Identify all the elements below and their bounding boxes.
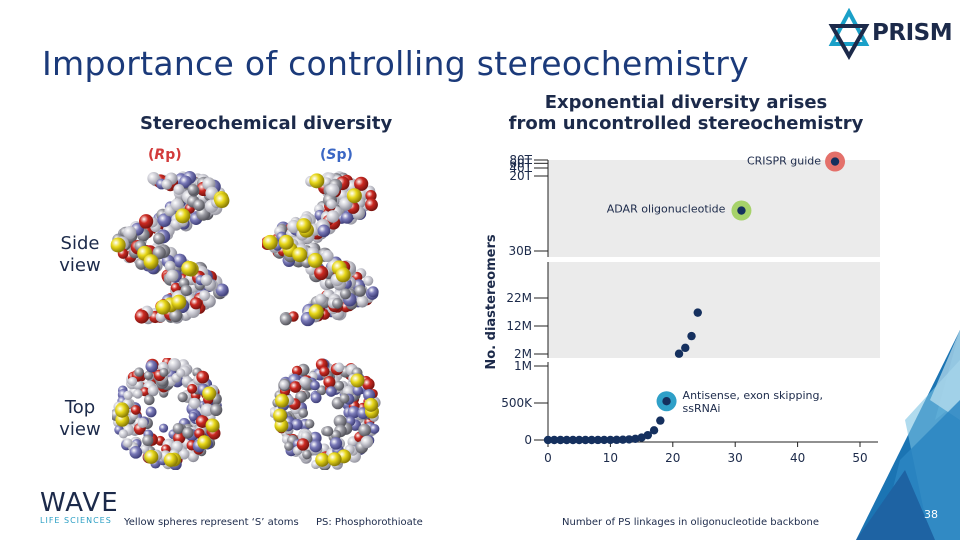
chart-xlabel: Number of PS linkages in oligonucleotide…: [562, 517, 820, 528]
chart-point: [693, 308, 702, 317]
chart-annotation-antisense: Antisense, exon skipping,: [683, 389, 823, 402]
chart-x-tick-label: 20: [665, 451, 680, 465]
top-view-label: Top view: [59, 397, 101, 440]
chart-point: [606, 435, 615, 445]
chart-y-tick-label: 40T: [509, 161, 532, 175]
chart-y-tick-label: 2M: [514, 347, 532, 361]
chart-point: [556, 435, 565, 445]
chart-point: [662, 397, 671, 406]
chart-y-tick-label: 0: [524, 433, 532, 447]
chart-point: [543, 435, 553, 445]
page-number: 38: [924, 508, 938, 521]
chart-point: [568, 435, 578, 445]
chart-panel-middle-background: [548, 262, 880, 358]
chart-y-tick-label: 80T: [509, 153, 532, 167]
left-panel-heading: Stereochemical diversity: [140, 113, 393, 134]
rp-top-view-molecule: [112, 358, 223, 470]
rp-side-view-molecule: [110, 170, 230, 325]
wave-logo-subtext: LIFE SCIENCES: [40, 516, 112, 525]
sp-top-view-molecule: [270, 358, 381, 470]
spheres-footnote: Yellow spheres represent ‘S’ atoms: [124, 517, 299, 528]
sp-label: (Sp): [320, 147, 353, 163]
prism-star-icon: [828, 8, 870, 60]
chart-point: [612, 435, 621, 445]
chart-y-tick-label: 500K: [501, 396, 533, 410]
chart-x-tick-label: 0: [544, 451, 552, 465]
chart-point: [830, 157, 840, 166]
chart-annotation-crispr: CRISPR guide: [747, 155, 821, 168]
chart-y-tick-label: 22M: [506, 291, 532, 305]
chart-y-tick-label: 20T: [509, 169, 532, 183]
chart-title: Exponential diversity arises from uncont…: [486, 92, 886, 134]
rp-label: (Rp): [148, 147, 182, 163]
chart-title-line-2: from uncontrolled stereochemistry: [508, 113, 864, 134]
chart-point: [631, 434, 640, 443]
chart-annotation-adar: ADAR oligonucleotide: [607, 203, 726, 216]
chart-point: [643, 430, 653, 440]
chart-panel-top-background: [548, 160, 880, 257]
chart-point: [674, 349, 684, 358]
chart-point: [587, 435, 596, 445]
chart-x-tick-label: 40: [790, 451, 805, 465]
slide-title: Importance of controlling stereochemistr…: [42, 44, 749, 83]
chart-ylabel: No. diastereomers: [484, 234, 499, 370]
chart-point: [681, 343, 690, 353]
sp-side-view-molecule: [262, 171, 379, 327]
chart-point: [599, 435, 609, 445]
chart-y-tick-label: 1M: [514, 359, 532, 373]
chart-panel-bottom-background: [548, 362, 880, 442]
chart-point: [737, 206, 746, 215]
prism-logo: PRISM: [826, 8, 953, 60]
ps-footnote: PS: Phosphorothioate: [316, 517, 423, 528]
chart-point: [575, 435, 584, 445]
wave-logo-text: WAVE: [40, 488, 119, 518]
chart-annotation-antisense-line-2: ssRNAi: [683, 402, 721, 415]
chart-point: [624, 435, 634, 444]
side-view-label: Side view: [59, 233, 101, 276]
chart-y-tick-label: 60T: [509, 156, 532, 170]
chart-point: [649, 426, 659, 435]
chart-point: [687, 331, 696, 341]
chart-point: [550, 435, 559, 445]
chart-point: [581, 435, 590, 445]
chart-point: [593, 435, 603, 445]
chart-y-tick-label: 30B: [508, 244, 532, 258]
chart-point: [562, 435, 571, 445]
wave-logo: WAVE LIFE SCIENCES: [40, 488, 140, 528]
chart-x-tick-label: 10: [603, 451, 618, 465]
chart-y-tick-label: 12M: [506, 319, 532, 333]
chart-x-tick-label: 50: [852, 451, 867, 465]
prism-logo-text: PRISM: [872, 20, 953, 46]
chart-x-tick-label: 30: [728, 451, 743, 465]
chart-point: [618, 435, 628, 444]
chart-title-line-1: Exponential diversity arises: [544, 92, 828, 113]
chart-point: [656, 416, 665, 425]
